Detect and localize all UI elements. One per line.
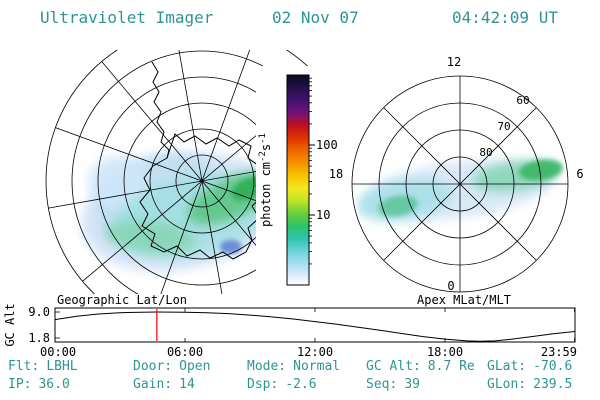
strip-xtick-2359: 23:59 [541,345,577,359]
left-aurora-image [81,152,279,272]
aurora-blob [378,195,418,217]
aurora-blob [88,156,148,208]
app-title: Ultraviolet Imager [40,8,214,27]
mlat-ring-label: 60 [516,94,529,107]
geographic-polar-plot [45,50,344,294]
colorbar-title: photon cm-2s-1 [258,133,273,227]
mlt-hour-label: 18 [329,167,343,181]
mlt-hour-label: 0 [447,279,454,293]
status-gcalt: GC Alt: 8.7 Re [366,359,475,374]
date-text: 02 Nov 07 [272,8,359,27]
antarctica-coastline [139,133,267,260]
altitude-curve [54,311,575,342]
status-glat: GLat: -70.6 [487,359,573,374]
colorbar-tick-10: 10 [316,208,330,222]
antarctica-peninsula-coastline [151,61,170,159]
mlt-hour-label: 6 [576,167,583,181]
status-ip: IP: 36.0 [8,377,70,392]
altitude-strip-chart: GC Alt 9.0 1.8 00:00 06:00 12:00 18:00 2… [3,303,577,359]
aurora-blob [104,220,196,254]
strip-xtick-0000: 00:00 [40,345,76,359]
mlt-spoke [383,107,537,261]
status-flt: Flt: LBHL [8,359,78,374]
aurora-blob [519,159,563,181]
latitude-circle [149,128,255,234]
mlat-ring-label: 80 [479,146,492,159]
status-gain: Gain: 14 [133,377,195,392]
aurora-blob [220,240,242,254]
latitude-circle [45,50,344,294]
time-text: 04:42:09 UT [452,8,558,27]
right-plot-title: Apex MLat/MLT [417,293,511,307]
mlat-ring-label: 70 [497,120,510,133]
strip-xtick-0600: 06:00 [167,345,203,359]
status-glon: GLon: 239.5 [487,377,573,392]
strip-ytick-top: 9.0 [28,305,50,319]
right-aurora-image [356,159,563,222]
status-door: Door: Open [133,359,211,374]
latitude-circle [175,154,229,208]
colorbar-gradient-bar [286,74,310,286]
colorbar-tick-100: 100 [316,138,338,152]
status-mode: Mode: Normal [247,359,341,374]
status-dsp: Dsp: -2.6 [247,377,317,392]
strip-xtick-1800: 18:00 [427,345,463,359]
left-plot-title: Geographic Lat/Lon [57,293,187,307]
colorbar: 100 10 photon cm-2s-1 [258,74,338,286]
strip-y-axis-title: GC Alt [3,303,17,346]
strip-ytick-bottom: 1.8 [28,331,50,345]
mlt-hour-label: 12 [447,55,461,69]
strip-chart-frame [54,307,576,343]
status-seq: Seq: 39 [366,377,420,392]
strip-xtick-1200: 12:00 [297,345,333,359]
